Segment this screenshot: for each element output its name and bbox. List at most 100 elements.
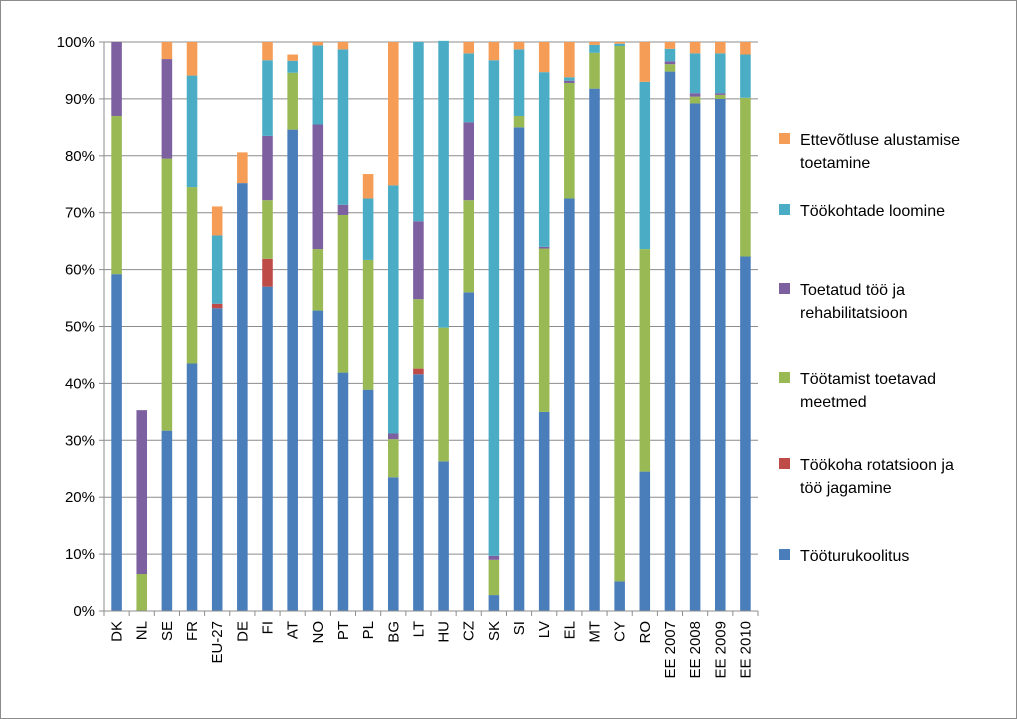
bar-segment [689,53,701,94]
legend-item: Töökoha rotatsioon ja töö jagamine [779,457,954,497]
legend-item: Töötamist toetavad meetmed [779,371,936,411]
legend-label: Toetatud töö ja [800,282,905,299]
y-tick-label: 50% [65,319,95,336]
bar-segment [136,574,148,611]
x-tick-label: SE [159,621,176,641]
bar-segment [488,555,500,560]
bar-segment [262,42,273,61]
bars [111,40,751,612]
bar-segment [740,97,751,257]
bar-segment [312,249,324,311]
bar-segment [564,42,575,78]
bar-segment [186,187,198,364]
bar-segment [186,42,198,76]
bar-segment [262,200,273,259]
bar-segment [413,299,424,369]
bar-segment [463,200,475,293]
bar-segment [689,42,701,54]
bar-segment [614,45,625,582]
bar-segment [438,40,449,328]
legend-label: meetmed [800,394,867,411]
bar-segment [740,54,751,98]
bar-segment [136,410,148,575]
bar-segment [488,60,500,556]
x-tick-label: DK [109,621,126,642]
bar-segment [714,93,726,95]
y-tick-label: 80% [65,148,95,165]
bar-segment [589,44,600,53]
bar-segment [312,310,324,611]
bar-segment [513,127,525,611]
x-tick-label: CZ [461,621,478,641]
bar-segment [337,214,349,373]
axes: 0% 10% 20% 30% 40% 50% 60% 70% 80% 90% 100% DK NL SE F… [57,34,759,679]
x-tick-label: EE 2010 [737,621,754,679]
x-tick-label: EE 2007 [662,621,679,679]
bar-segment [488,559,500,596]
legend-label: Tööturukoolitus [800,548,909,565]
bar-segment [413,42,424,222]
bar-segment [237,152,248,184]
bar-segment [362,198,374,260]
bar-segment [564,82,575,199]
x-tick-label: BG [385,621,402,643]
bar-segment [362,259,374,390]
x-tick-label: NO [310,621,327,644]
bar-segment [362,174,374,199]
x-tick-label: DE [234,621,251,642]
bar-segment [262,60,273,136]
bar-segment [287,129,298,611]
bar-segment [463,122,475,201]
bar-segment [161,42,173,60]
bar-segment [161,158,173,431]
bar-segment [438,461,449,611]
bar-segment [538,72,550,247]
y-tick-label: 10% [65,546,95,563]
bar-segment [387,185,399,434]
bar-segment [614,43,625,46]
bar-segment [664,48,676,62]
y-tick-label: 90% [65,91,95,108]
legend-label: Töötamist toetavad [800,371,936,388]
bar-segment [186,75,198,188]
bar-segment [740,42,751,55]
bar-segment [538,248,550,412]
bar-segment [262,286,273,611]
bar-segment [211,206,223,236]
bar-segment [513,115,525,128]
y-tick-label: 100% [57,34,95,51]
bar-segment [463,42,475,54]
bar-segment [161,430,173,611]
legend-swatch [779,372,790,383]
bar-segment [689,93,701,97]
bar-segment [639,42,651,82]
x-tick-label: LT [410,621,427,637]
bar-segment [337,204,349,215]
x-tick-label: FI [260,621,277,634]
bar-segment [262,135,273,201]
legend-swatch [779,283,790,294]
bar-segment [589,88,600,611]
bar-segment [589,52,600,89]
bar-segment [387,477,399,611]
legend-swatch [779,549,790,560]
legend-swatch [779,133,790,144]
bar-segment [664,71,676,611]
bar-segment [413,368,424,375]
legend-item: Ettevõtluse alustamise toetamine [779,132,960,172]
x-tick-label: NL [134,621,151,640]
x-tick-label: EU-27 [209,621,226,664]
x-tick-label: EL [561,621,578,639]
bar-segment [237,183,248,611]
bar-segment [111,42,122,116]
bar-segment [161,59,173,159]
x-tick-label: SI [511,621,528,635]
x-tick-label: PT [335,621,352,640]
x-tick-label: EE 2009 [712,621,729,679]
legend-label: Töökohtade loomine [800,203,945,220]
bar-segment [413,221,424,300]
bar-segment [488,595,500,611]
bar-segment [689,96,701,104]
bar-segment [312,42,324,46]
bar-segment [664,42,676,49]
